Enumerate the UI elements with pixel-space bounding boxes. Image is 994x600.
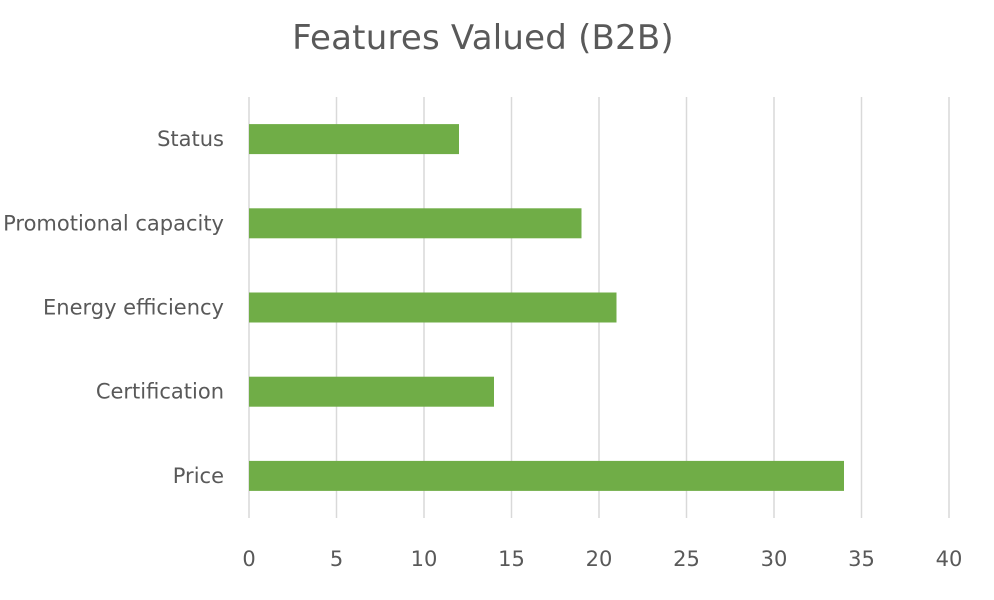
category-label: Energy efficiency [43, 296, 224, 320]
x-tick-label: 0 [242, 547, 255, 571]
x-tick-label: 30 [761, 547, 788, 571]
bar-energy-efficiency [249, 292, 617, 323]
chart-title: Features Valued (B2B) [292, 18, 674, 58]
bars [249, 124, 844, 491]
bar-certification [249, 376, 494, 407]
category-label: Promotional capacity [3, 211, 224, 235]
bar-price [249, 460, 844, 491]
bar-promotional-capacity [249, 208, 582, 239]
x-tick-label: 10 [411, 547, 438, 571]
x-tick-label: 40 [936, 547, 963, 571]
x-tick-label: 15 [498, 547, 525, 571]
x-tick-label: 35 [848, 547, 875, 571]
x-tick-label: 20 [586, 547, 613, 571]
bar-status [249, 124, 459, 155]
category-labels: Status Promotional capacity Energy efficie… [3, 127, 224, 488]
x-tick-label: 25 [673, 547, 700, 571]
x-tick-labels: 0 5 10 15 20 25 30 35 40 [242, 547, 962, 571]
category-label: Price [173, 464, 224, 488]
category-label: Status [157, 127, 224, 151]
category-label: Certification [96, 380, 224, 404]
x-tick-label: 5 [330, 547, 343, 571]
